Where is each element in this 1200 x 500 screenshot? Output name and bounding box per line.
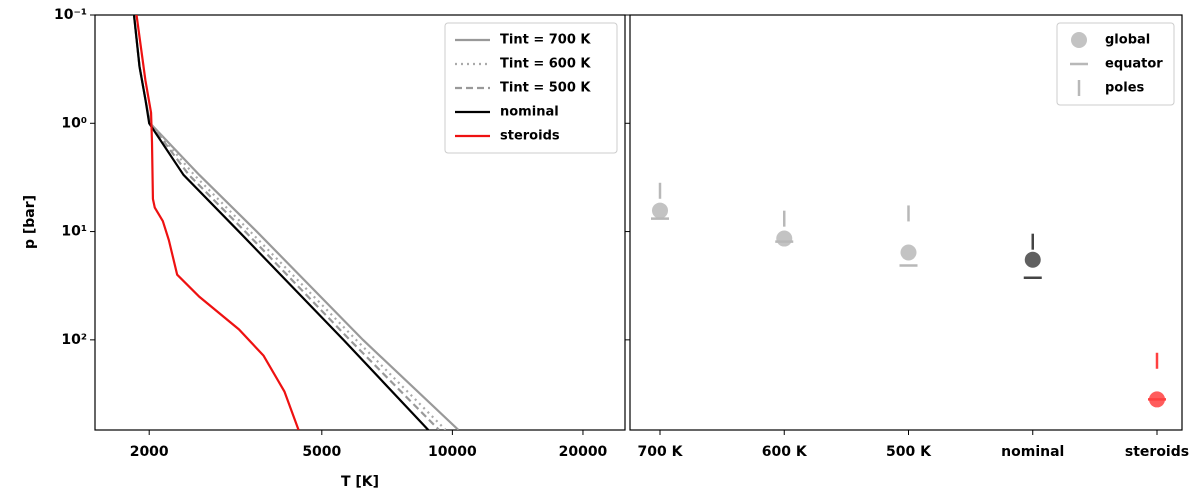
legend-label: global <box>1105 33 1150 48</box>
y-tick-label: 10¹ <box>61 224 87 240</box>
legend: global equator poles <box>1056 22 1175 106</box>
legend-box <box>1056 22 1175 106</box>
series-line <box>132 15 460 430</box>
global-marker <box>900 244 917 261</box>
global-marker <box>1024 251 1041 268</box>
legend-label: Tint = 500 K <box>500 81 591 96</box>
right-frame <box>629 14 1183 431</box>
left-frame <box>94 14 626 431</box>
legend-label: Tint = 700 K <box>500 33 591 48</box>
legend-label: equator <box>1105 57 1163 72</box>
series-line <box>132 15 430 430</box>
global-marker <box>1071 32 1087 48</box>
legend-label: poles <box>1105 81 1145 96</box>
x-tick-label: 500 K <box>886 444 932 460</box>
y-axis-label: p [bar] <box>22 195 38 249</box>
legend-label: Tint = 600 K <box>500 57 591 72</box>
x-tick-label: 2000 <box>130 444 169 460</box>
x-axis-label: T [K] <box>341 474 379 490</box>
series-line <box>135 15 300 430</box>
x-tick-label: 20000 <box>559 444 608 460</box>
x-tick-label: 600 K <box>762 444 808 460</box>
x-tick-label: steroids <box>1125 444 1189 460</box>
y-tick-label: 10⁻¹ <box>54 7 87 23</box>
global-marker <box>652 202 668 219</box>
y-tick-label: 10² <box>61 332 87 348</box>
x-tick-label: 5000 <box>302 444 341 460</box>
y-tick-label: 10⁰ <box>61 115 87 131</box>
legend-box <box>444 22 618 154</box>
x-tick-label: 10000 <box>428 444 477 460</box>
legend-label: nominal <box>500 105 559 120</box>
series-line <box>132 15 447 430</box>
legend: Tint = 700 K Tint = 600 K Tint = 500 K nomi… <box>444 22 618 154</box>
x-tick-label: nominal <box>1001 444 1064 460</box>
x-tick-label: 700 K <box>638 444 684 460</box>
legend-label: steroids <box>500 129 560 144</box>
global-marker <box>776 230 793 247</box>
